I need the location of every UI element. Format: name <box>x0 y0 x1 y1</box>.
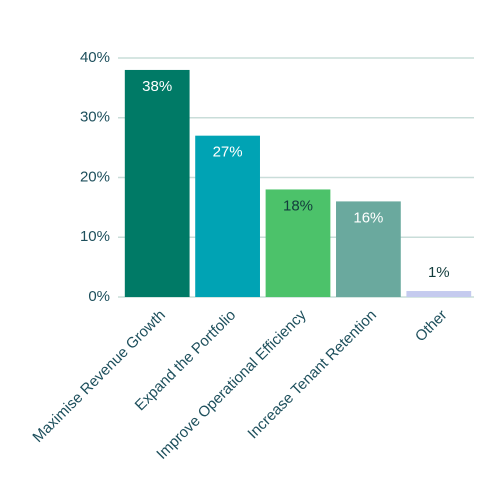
x-tick-label: Other <box>412 307 451 346</box>
y-tick-label: 20% <box>80 168 110 185</box>
bar <box>406 291 472 297</box>
value-label: 18% <box>283 197 313 214</box>
x-tick-label: Maximise Revenue Growth <box>29 307 168 446</box>
y-tick-label: 10% <box>80 228 110 245</box>
y-tick-label: 40% <box>80 49 110 66</box>
value-label: 16% <box>353 209 383 226</box>
value-label: 1% <box>428 264 450 281</box>
y-tick-label: 30% <box>80 109 110 126</box>
y-tick-label: 0% <box>88 288 110 305</box>
value-label: 27% <box>213 144 243 161</box>
value-label: 38% <box>142 78 172 95</box>
x-tick-label: Increase Tenant Retention <box>244 307 380 443</box>
x-tick-label: Improve Operational Efficiency <box>153 306 310 463</box>
bar <box>124 69 190 297</box>
bar <box>195 135 260 297</box>
bar <box>265 189 331 297</box>
bar <box>336 201 401 297</box>
